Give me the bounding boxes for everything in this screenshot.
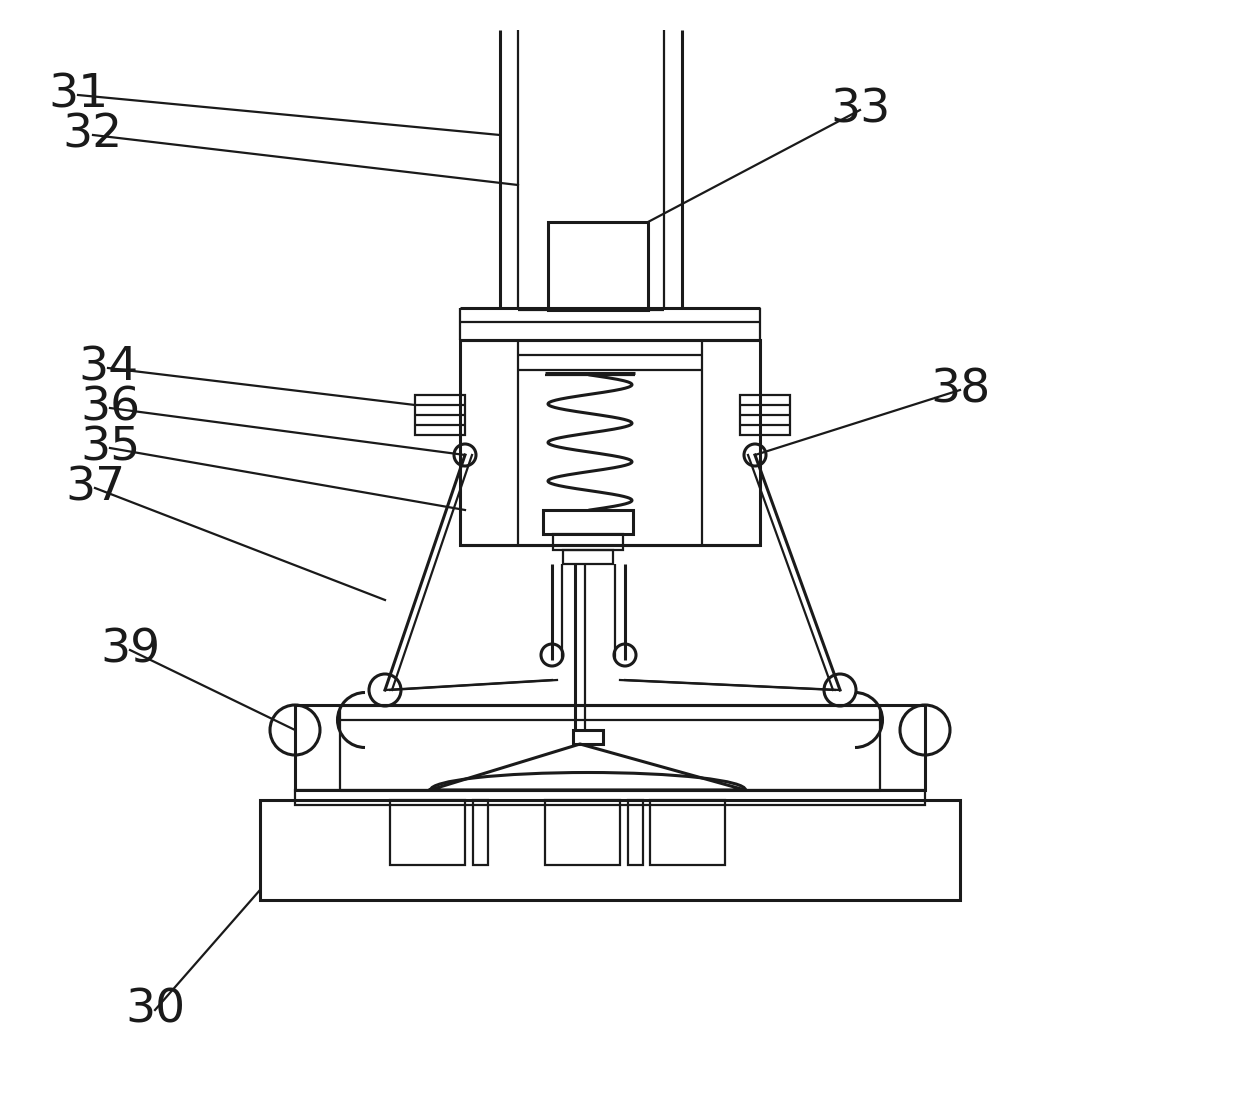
Bar [650, 800, 725, 865]
Bar [740, 395, 790, 435]
Text: 33: 33 [830, 88, 890, 133]
Text: 34: 34 [78, 345, 138, 390]
Bar [415, 395, 465, 435]
Bar [472, 800, 489, 865]
Text: 32: 32 [63, 112, 123, 157]
Text: 37: 37 [64, 466, 125, 511]
Text: 30: 30 [125, 988, 185, 1032]
Bar [546, 800, 620, 865]
Bar [553, 534, 622, 550]
Text: 38: 38 [930, 367, 990, 412]
Text: 35: 35 [79, 425, 140, 470]
Bar [460, 340, 760, 545]
Text: 39: 39 [100, 628, 160, 673]
Text: 31: 31 [48, 73, 108, 118]
Bar [548, 222, 649, 310]
Bar [627, 800, 644, 865]
Bar [260, 800, 960, 900]
Bar [391, 800, 465, 865]
Bar [573, 730, 603, 744]
Bar [295, 704, 925, 790]
Bar [563, 550, 613, 564]
Text: 36: 36 [79, 386, 140, 431]
Bar [543, 510, 632, 534]
Bar [295, 790, 925, 804]
